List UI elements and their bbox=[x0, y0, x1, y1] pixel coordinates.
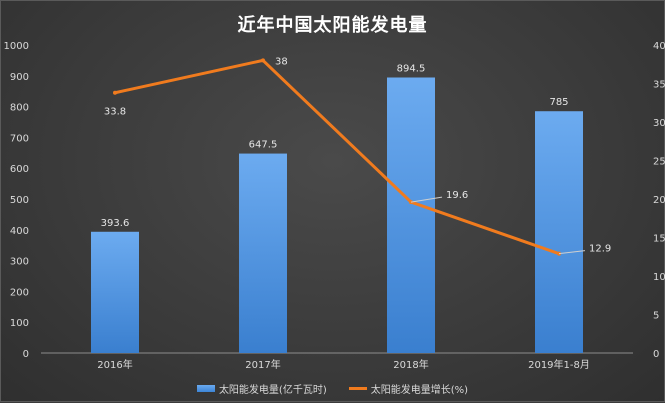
line-data-label: 38 bbox=[275, 56, 288, 67]
y-right-tick-label: 40 bbox=[653, 41, 665, 52]
y-left-tick-label: 200 bbox=[10, 287, 29, 298]
y-right-tick-label: 30 bbox=[653, 118, 665, 129]
x-tick-label: 2019年1-8月 bbox=[528, 358, 590, 371]
growth-line bbox=[114, 58, 560, 256]
y-right-tick-label: 25 bbox=[653, 157, 665, 168]
bar-data-label: 647.5 bbox=[249, 140, 278, 151]
chart-title: 近年中国太阳能发电量 bbox=[237, 15, 428, 36]
y-right-tick-label: 20 bbox=[653, 195, 665, 206]
legend-item-bar: 太阳能发电量(亿千瓦时) bbox=[196, 381, 327, 396]
bar-data-label: 393.6 bbox=[101, 218, 130, 229]
bar bbox=[387, 77, 435, 353]
y-right-tick-label: 35 bbox=[653, 80, 665, 91]
y-left-tick-label: 600 bbox=[10, 164, 29, 175]
line-data-label: 19.6 bbox=[446, 190, 468, 201]
y-right-tick-label: 10 bbox=[653, 272, 665, 283]
bar-data-label: 785 bbox=[549, 97, 568, 108]
y-right-tick-label: 0 bbox=[653, 349, 659, 360]
y-left-tick-label: 700 bbox=[10, 133, 29, 144]
y-left-tick-label: 500 bbox=[10, 195, 29, 206]
x-tick-label: 2017年 bbox=[245, 358, 280, 371]
line-data-label: 12.9 bbox=[589, 244, 611, 255]
line-point bbox=[113, 90, 117, 95]
line-label-leader bbox=[558, 250, 586, 255]
y-left-tick-label: 100 bbox=[10, 318, 29, 329]
y-left-tick-label: 300 bbox=[10, 257, 29, 268]
legend-label-bar: 太阳能发电量(亿千瓦时) bbox=[218, 385, 327, 396]
y-left-tick-label: 1000 bbox=[4, 41, 29, 52]
y-left-tick-label: 800 bbox=[10, 103, 29, 114]
bar bbox=[239, 153, 287, 353]
legend-swatch-bar bbox=[196, 385, 215, 392]
legend-label-line: 太阳能发电量增长(%) bbox=[370, 385, 469, 396]
legend-item-line: 太阳能发电量增长(%) bbox=[348, 381, 469, 396]
x-tick-label: 2016年 bbox=[97, 358, 132, 371]
legend-swatch-line bbox=[348, 387, 367, 390]
x-tick-label: 2018年 bbox=[393, 358, 428, 371]
bar-data-label: 894.5 bbox=[397, 63, 426, 74]
y-left-tick-label: 900 bbox=[10, 72, 29, 83]
line-label-leader bbox=[410, 196, 443, 203]
line-data-label: 33.8 bbox=[104, 107, 126, 118]
line-point bbox=[261, 58, 265, 63]
y-right-tick-label: 5 bbox=[653, 311, 659, 322]
bar bbox=[535, 111, 583, 353]
bar bbox=[91, 231, 139, 353]
y-left-tick-label: 400 bbox=[10, 226, 29, 237]
y-left-tick-label: 0 bbox=[23, 349, 29, 360]
y-right-tick-label: 15 bbox=[653, 234, 665, 245]
chart-legend: 太阳能发电量(亿千瓦时) 太阳能发电量增长(%) bbox=[1, 381, 664, 396]
